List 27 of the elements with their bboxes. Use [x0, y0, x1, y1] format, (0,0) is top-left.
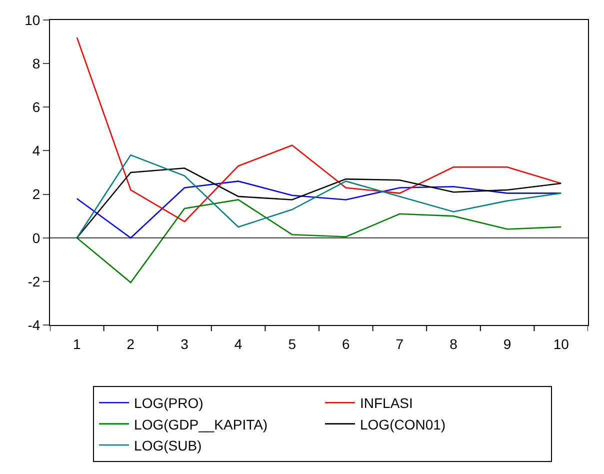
y-tick-label: -2	[28, 273, 40, 290]
x-tick-label: 9	[503, 336, 512, 352]
line-series	[76, 180, 562, 239]
legend-label: LOG(CON01)	[360, 416, 446, 432]
y-tick-label: 6	[32, 99, 40, 116]
y-tick-label: 0	[32, 230, 40, 246]
y-tick-label: 10	[24, 12, 40, 28]
x-tick-label: 6	[342, 336, 350, 352]
x-tick-label: 5	[288, 336, 296, 352]
legend-label: LOG(SUB)	[134, 437, 202, 454]
y-tick-label: 2	[32, 186, 40, 202]
y-tick-label: -4	[28, 316, 40, 333]
line-series	[76, 36, 562, 222]
y-tick-label: 4	[32, 142, 40, 159]
x-tick-label: 3	[180, 336, 189, 352]
legend-label: INFLASI	[360, 395, 413, 412]
x-tick-label: 4	[234, 336, 242, 352]
x-tick-label: 1	[73, 336, 81, 352]
line-series	[76, 154, 562, 239]
legend-label: LOG(GDP__KAPITA)	[134, 416, 268, 432]
x-tick-label: 7	[396, 336, 404, 352]
legend-label: LOG(PRO)	[134, 395, 204, 412]
y-tick-label: 8	[32, 55, 40, 72]
x-tick-label: 2	[126, 336, 135, 352]
line-series	[76, 199, 562, 284]
x-tick-label: 10	[553, 336, 570, 352]
x-tick-label: 8	[450, 336, 458, 352]
